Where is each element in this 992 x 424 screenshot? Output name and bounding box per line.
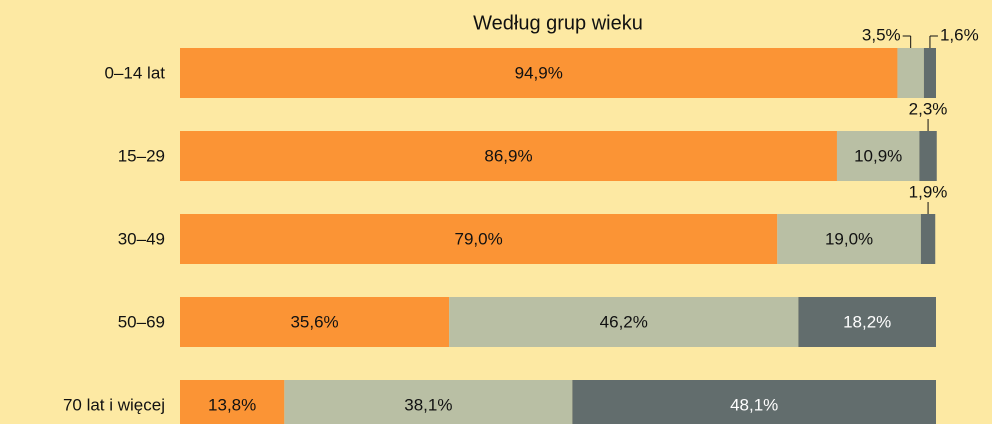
chart-title: Według grup wieku <box>473 12 643 34</box>
bar-segment <box>180 297 450 347</box>
bar-segment <box>919 131 937 181</box>
value-label: 79,0% <box>455 229 503 248</box>
bar-segment <box>180 48 898 98</box>
value-label: 94,9% <box>515 63 563 82</box>
bar-segment <box>923 48 936 98</box>
value-label: 1,6% <box>940 25 979 44</box>
category-label: 15–29 <box>118 146 165 165</box>
bar-segment <box>836 131 920 181</box>
bar-segment <box>572 380 936 424</box>
value-label: 38,1% <box>404 395 452 414</box>
value-label: 35,6% <box>290 312 338 331</box>
bar-segment <box>449 297 799 347</box>
bar-segment <box>180 214 778 264</box>
bar-segment <box>897 48 924 98</box>
category-label: 30–49 <box>118 229 165 248</box>
bar-segment <box>180 131 837 181</box>
value-label: 48,1% <box>730 395 778 414</box>
value-label: 18,2% <box>843 312 891 331</box>
value-label: 2,3% <box>909 99 948 118</box>
value-label: 13,8% <box>208 395 256 414</box>
category-label: 70 lat i więcej <box>63 395 165 414</box>
value-label: 86,9% <box>484 146 532 165</box>
category-label: 0–14 lat <box>105 63 166 82</box>
bar-segment <box>798 297 936 347</box>
bar-segment <box>180 380 285 424</box>
value-label: 46,2% <box>600 312 648 331</box>
value-label: 19,0% <box>825 229 873 248</box>
bar-segment <box>284 380 573 424</box>
bar-segment <box>920 214 936 264</box>
bar-segment <box>777 214 921 264</box>
value-label: 3,5% <box>862 25 901 44</box>
value-label: 10,9% <box>854 146 902 165</box>
category-label: 50–69 <box>118 312 165 331</box>
value-label: 1,9% <box>909 182 948 201</box>
